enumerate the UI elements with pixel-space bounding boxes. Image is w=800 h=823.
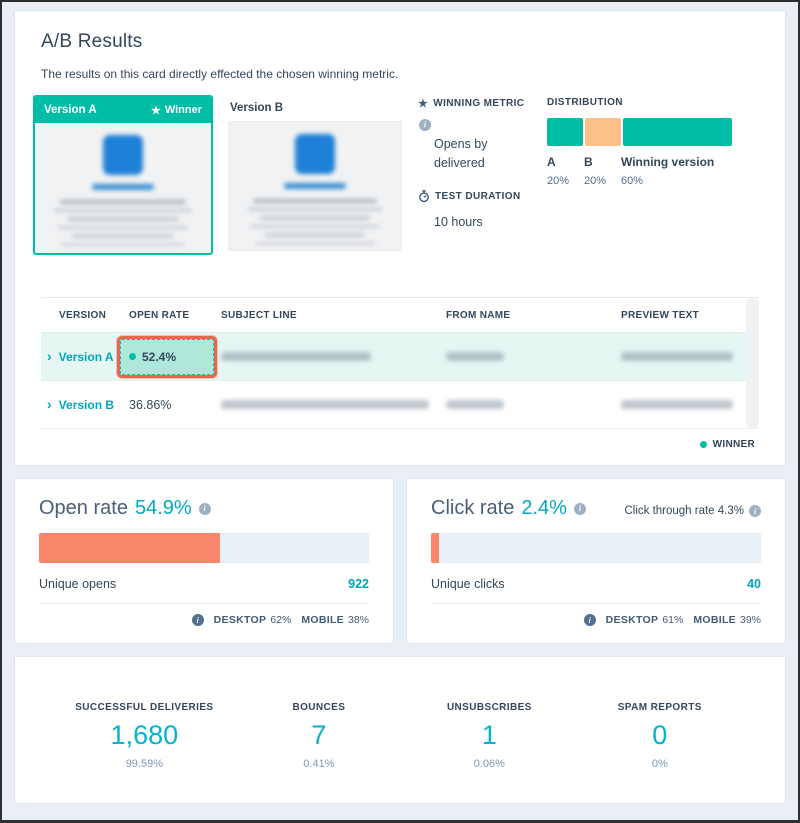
distribution-legend-a: A 20%	[547, 155, 570, 187]
info-icon[interactable]	[749, 505, 761, 517]
email-logo-placeholder	[103, 135, 143, 175]
winner-badge-label: Winner	[164, 104, 202, 116]
ab-results-card: A/B Results The results on this card dir…	[14, 10, 786, 466]
distribution-segment	[547, 118, 584, 146]
open-rate-title: Open rate 54.9%	[39, 497, 211, 520]
table-header-row: VERSION OPEN RATE SUBJECT LINE FROM NAME…	[41, 297, 759, 333]
winner-legend: WINNER	[41, 429, 759, 459]
distribution-legend: A 20% B 20% Winning version 60%	[547, 155, 732, 187]
version-a-label: Version A	[44, 104, 97, 116]
click-rate-title: Click rate 2.4%	[431, 497, 586, 520]
version-b-thumbnail[interactable]	[228, 121, 402, 251]
open-rate-bar-fill	[39, 533, 221, 563]
click-rate-device-breakdown: DESKTOP 61% MOBILE 39%	[431, 614, 761, 626]
test-duration-label: TEST DURATION	[435, 190, 521, 202]
winner-star-icon	[151, 104, 161, 117]
column-header-version: VERSION	[59, 309, 107, 321]
stat-bounces: BOUNCES 7 0.41%	[292, 702, 346, 770]
test-duration-value: 10 hours	[434, 214, 483, 229]
ab-results-subtitle: The results on this card directly effect…	[41, 67, 399, 81]
open-rate-device-breakdown: DESKTOP 62% MOBILE 38%	[39, 614, 369, 626]
chevron-right-icon[interactable]	[47, 349, 52, 364]
info-icon[interactable]	[191, 614, 204, 626]
star-icon	[418, 97, 428, 110]
unique-clicks-value[interactable]: 40	[747, 577, 761, 591]
email-headline-placeholder	[284, 183, 346, 189]
distribution-legend-winning: Winning version 60%	[621, 155, 715, 187]
winner-dot-icon	[129, 353, 136, 360]
email-headline-placeholder	[92, 184, 154, 190]
info-icon[interactable]	[198, 502, 211, 515]
column-header-from-name: FROM NAME	[446, 309, 511, 321]
redacted-subject-line	[221, 352, 371, 361]
email-logo-placeholder	[295, 134, 335, 174]
redacted-preview-text	[621, 400, 733, 409]
test-duration-header: TEST DURATION	[418, 189, 533, 203]
stat-spam-reports: SPAM REPORTS 0 0%	[617, 702, 702, 770]
distribution-segment	[623, 118, 732, 146]
table-row-version-b: Version B 36.86%	[41, 381, 759, 429]
version-a-thumbnail[interactable]	[35, 123, 211, 253]
info-icon[interactable]	[573, 502, 586, 515]
chevron-right-icon[interactable]	[47, 397, 52, 412]
column-header-preview-text: PREVIEW TEXT	[621, 309, 700, 321]
redacted-from-name	[446, 400, 504, 409]
stopwatch-icon	[418, 189, 430, 203]
annotation-highlight-open-rate: 52.4%	[117, 335, 217, 378]
click-through-rate: Click through rate 4.3%	[624, 505, 761, 517]
redacted-preview-text	[621, 352, 733, 361]
version-a-card[interactable]: Version A Winner	[33, 95, 213, 255]
blurred-email-preview	[229, 122, 401, 245]
unique-opens-label: Unique opens	[39, 577, 117, 591]
distribution-bar	[547, 118, 732, 146]
open-rate-value-a: 52.4%	[142, 349, 177, 364]
table-scrollbar[interactable]	[746, 298, 759, 428]
version-a-header: Version A Winner	[35, 97, 211, 123]
distribution-segment	[585, 118, 622, 146]
redacted-subject-line	[221, 400, 429, 409]
winning-metric-value: Opens by delivered	[434, 137, 488, 171]
open-rate-bar	[39, 533, 369, 563]
version-b-label: Version B	[230, 102, 284, 114]
unique-opens-value[interactable]: 922	[348, 577, 369, 591]
stat-successful-deliveries: SUCCESSFUL DELIVERIES 1,680 99.59%	[75, 702, 214, 770]
divider	[39, 603, 369, 604]
click-rate-card: Click rate 2.4% Click through rate 4.3% …	[406, 478, 786, 644]
version-a-expand-link[interactable]: Version A	[41, 349, 129, 364]
open-rate-value: 54.9%	[134, 497, 192, 519]
distribution-label: DISTRIBUTION	[547, 97, 623, 108]
stat-unsubscribes: UNSUBSCRIBES 1 0.06%	[446, 702, 532, 770]
open-rate-card: Open rate 54.9% Unique opens 922 DESKTOP…	[14, 478, 394, 644]
click-rate-bar	[431, 533, 761, 563]
winning-metric-label: WINNING METRIC	[433, 98, 525, 109]
column-header-open-rate: OPEN RATE	[129, 309, 190, 321]
divider	[431, 603, 761, 604]
open-rate-value-b: 36.86%	[129, 397, 172, 412]
ab-results-table: VERSION OPEN RATE SUBJECT LINE FROM NAME…	[41, 297, 759, 459]
column-header-subject-line: SUBJECT LINE	[221, 309, 297, 321]
distribution-section: DISTRIBUTION A 20% B 20% Winning version…	[547, 95, 759, 187]
info-icon[interactable]	[583, 614, 596, 626]
click-rate-bar-fill	[431, 533, 439, 563]
blurred-email-preview	[35, 123, 211, 246]
info-icon[interactable]	[419, 118, 431, 131]
table-row-version-a: Version A 52.4%	[41, 333, 759, 381]
delivery-totals-card: SUCCESSFUL DELIVERIES 1,680 99.59% BOUNC…	[14, 656, 786, 804]
version-b-card[interactable]: Version B	[228, 95, 402, 251]
winner-legend-label: WINNER	[712, 438, 755, 450]
winning-metric-section: WINNING METRIC Opens by delivered TEST D…	[418, 95, 533, 232]
winner-dot-icon	[699, 440, 707, 448]
distribution-legend-b: B 20%	[584, 155, 607, 187]
winner-badge: Winner	[151, 104, 202, 117]
redacted-from-name	[446, 352, 504, 361]
unique-clicks-label: Unique clicks	[431, 577, 505, 591]
ab-results-title: A/B Results	[41, 31, 143, 52]
version-b-expand-link[interactable]: Version B	[41, 397, 129, 412]
versions-row: Version A Winner Version B	[33, 95, 759, 255]
winning-metric-header: WINNING METRIC	[418, 97, 533, 110]
click-rate-value: 2.4%	[521, 497, 567, 519]
